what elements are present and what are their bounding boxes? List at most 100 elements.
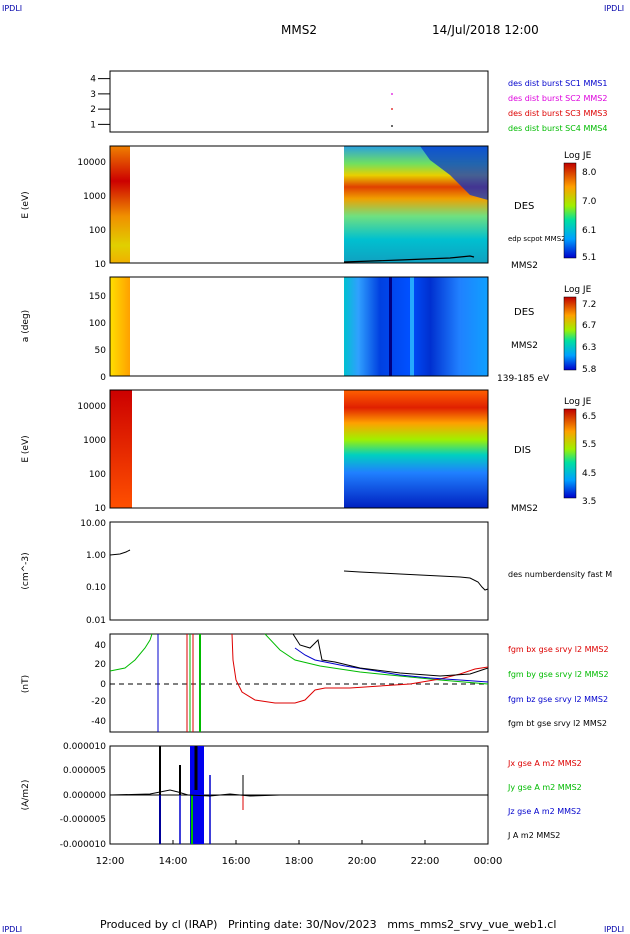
burst-ytick: 1 (90, 120, 96, 130)
dis-energy-cb-tick: 4.5 (582, 469, 596, 479)
bfield-ylabel: (nT) (21, 675, 31, 693)
bfield-label-by: fgm by gse srvy l2 MMS2 (508, 670, 609, 679)
current-label-jx: Jx gse A m2 MMS2 (507, 759, 582, 768)
des-energy-ylabel: E (eV) (21, 191, 31, 218)
dis-energy-ytick: 10000 (77, 402, 106, 412)
density-ytick: 10.00 (80, 519, 106, 529)
burst-ytick: 2 (90, 105, 96, 115)
current-label-jy: Jy gse A m2 MMS2 (507, 783, 582, 792)
bfield-ytick: 20 (95, 660, 107, 670)
dis-energy-cb-tick: 5.5 (582, 440, 596, 450)
panel-burst-frame (109, 70, 489, 133)
density-line-early (109, 549, 131, 556)
panel-des-energy: E (eV) 10 100 1000 10000 DES edp scpot M… (21, 145, 597, 271)
bfield-ytick: -20 (91, 697, 106, 707)
bfield-bt-line (292, 633, 489, 677)
footer-produced-by: Produced by cl (IRAP) (100, 918, 218, 931)
des-energy-ytick: 100 (89, 226, 106, 236)
x-axis-tick-label: 16:00 (222, 856, 251, 867)
panel-bfield-frame (109, 633, 489, 733)
edp-scpot-line (343, 255, 475, 263)
panel-dis-energy-frame (109, 389, 489, 509)
x-axis-ticks: 12:00 14:00 16:00 18:00 20:00 22:00 00:00 (96, 840, 503, 867)
burst-label-sc3: des dist burst SC3 MMS3 (508, 109, 607, 118)
bfield-by-line-late (264, 633, 489, 685)
burst-label-sc4: des dist burst SC4 MMS4 (508, 124, 607, 133)
current-j-line (109, 789, 488, 797)
x-axis-tick-label: 20:00 (348, 856, 377, 867)
footer-printing-date: Printing date: 30/Nov/2023 (227, 918, 377, 931)
panel-des-pitch: a (deg) 0 50 100 150 DES MMS2 139-185 eV… (21, 276, 597, 384)
bfield-label-bz: fgm bz gse srvy l2 MMS2 (508, 695, 608, 704)
panel-des-pitch-frame (109, 276, 489, 377)
des-pitch-cb-tick: 7.2 (582, 300, 596, 310)
density-ytick: 0.01 (86, 616, 106, 626)
footer-filename: mms_mms2_srvy_vue_web1.cl (387, 918, 557, 931)
bfield-bz-line (294, 647, 489, 683)
density-line-late (343, 570, 489, 591)
des-pitch-spectrogram-early (110, 277, 130, 376)
panel-current: (A/m2) -0.000010 -0.000005 0.000000 0.00… (21, 742, 582, 850)
des-pitch-ytick: 0 (100, 373, 106, 383)
des-pitch-ytick: 100 (89, 319, 106, 329)
des-energy-colorbar (563, 162, 577, 259)
des-energy-spectrogram-early (110, 146, 130, 263)
des-pitch-cb-tick: 6.7 (582, 321, 596, 331)
dis-energy-ylabel: E (eV) (21, 435, 31, 462)
des-pitch-stripe-dark (389, 277, 392, 376)
des-energy-name: DES (514, 201, 534, 212)
dis-energy-cb-tick: 3.5 (582, 497, 596, 507)
des-energy-sub: edp scpot MMS2 (508, 235, 566, 243)
density-label: des numberdensity fast M (508, 570, 612, 579)
current-ytick: 0.000000 (63, 791, 106, 801)
bfield-label-bt: fgm bt gse srvy l2 MMS2 (508, 719, 607, 728)
des-energy-ytick: 10 (95, 260, 107, 270)
corner-label-tl: IPDLI (2, 4, 23, 13)
bfield-ytick: -40 (91, 717, 106, 727)
des-pitch-cb-tick: 5.8 (582, 365, 597, 375)
des-pitch-ytick: 150 (89, 292, 106, 302)
corner-label-bl: IPDLI (2, 925, 23, 934)
panel-density: (cm^-3) 0.01 0.10 1.00 10.00 des numberd… (21, 519, 612, 626)
x-axis-tick-label: 22:00 (411, 856, 440, 867)
dis-energy-ytick: 10 (95, 504, 107, 514)
des-energy-spectrogram-lowflux (420, 146, 488, 200)
current-ytick: -0.000005 (60, 815, 106, 825)
bfield-ytick: 0 (100, 680, 106, 690)
des-energy-ytick: 1000 (83, 192, 106, 202)
dis-energy-cb-title: Log JE (564, 397, 592, 407)
burst-ytick: 3 (90, 90, 96, 100)
burst-ytick: 4 (90, 75, 96, 85)
des-pitch-sc: MMS2 (511, 341, 538, 351)
dis-energy-spectrogram-late (344, 390, 488, 508)
dis-energy-spectrogram-early (110, 390, 132, 508)
dis-energy-ytick: 1000 (83, 436, 106, 446)
des-pitch-ylabel: a (deg) (21, 310, 31, 342)
panel-density-frame (109, 521, 489, 621)
des-energy-cb-tick: 5.1 (582, 253, 596, 263)
panel-burst: 1 2 3 4 des dist burst SC1 MMS1 des dist bu… (90, 70, 607, 133)
des-pitch-spectrogram-late (344, 277, 488, 376)
des-energy-cb-tick: 7.0 (582, 197, 597, 207)
corner-label-tr: IPDLI (604, 4, 625, 13)
burst-label-sc1: des dist burst SC1 MMS1 (508, 79, 607, 88)
current-label-jz: Jz gse A m2 MMS2 (507, 807, 581, 816)
current-label-j: J A m2 MMS2 (507, 831, 560, 840)
current-ylabel: (A/m2) (21, 780, 31, 811)
dis-energy-cb-tick: 6.5 (582, 412, 596, 422)
panel-bfield: (nT) -40 -20 0 20 40 fgm bx gse srvy l2 … (21, 633, 609, 733)
bfield-bx-line (231, 633, 489, 704)
des-energy-cb-tick: 8.0 (582, 168, 597, 178)
datetime-title: 14/Jul/2018 12:00 (432, 23, 539, 37)
des-pitch-cb-tick: 6.3 (582, 343, 596, 353)
dis-energy-sc: MMS2 (511, 504, 538, 514)
x-axis-tick-label: 14:00 (159, 856, 188, 867)
x-axis-tick-label: 00:00 (474, 856, 503, 867)
des-pitch-name: DES (514, 307, 534, 318)
des-energy-sc: MMS2 (511, 261, 538, 271)
panel-dis-energy: E (eV) 10 100 1000 10000 DIS MMS2 Log JE… (21, 389, 596, 514)
dis-energy-name: DIS (514, 445, 531, 456)
des-energy-cb-tick: 6.1 (582, 226, 596, 236)
burst-label-sc2: des dist burst SC2 MMS2 (508, 94, 607, 103)
